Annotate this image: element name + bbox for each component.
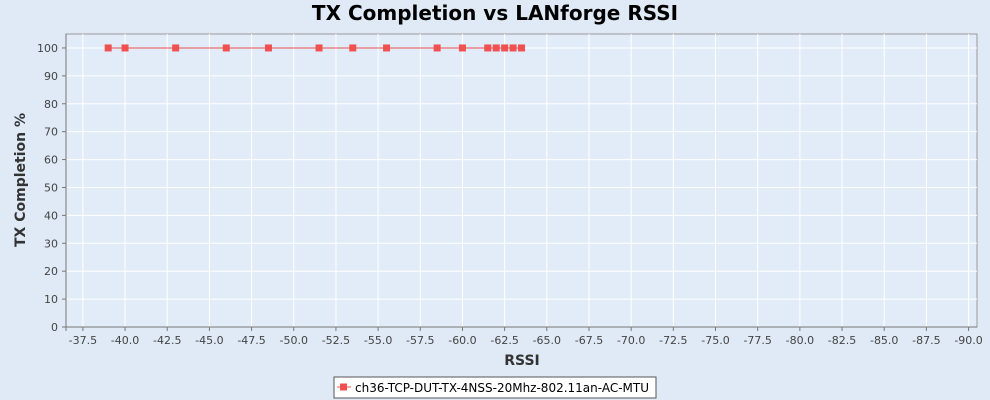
x-tick-label: -80.0 xyxy=(786,334,814,347)
data-point xyxy=(484,44,492,52)
x-tick-label: -82.5 xyxy=(828,334,856,347)
x-tick-label: -55.0 xyxy=(364,334,392,347)
data-point xyxy=(104,44,112,52)
x-tick-label: -40.0 xyxy=(111,334,139,347)
x-tick-label: -70.0 xyxy=(617,334,645,347)
plot-area xyxy=(65,33,978,328)
y-axis-label: TX Completion % xyxy=(13,113,29,247)
y-tick-label: 10 xyxy=(44,293,58,306)
x-tick-label: -65.0 xyxy=(533,334,561,347)
legend-marker xyxy=(340,383,347,391)
data-point xyxy=(315,44,323,52)
x-tick-label: -52.5 xyxy=(322,334,350,347)
data-point xyxy=(509,44,517,52)
data-point xyxy=(518,44,525,52)
x-tick-label: -85.0 xyxy=(870,334,898,347)
x-tick-label: -62.5 xyxy=(490,334,518,347)
x-tick-label: -37.5 xyxy=(69,334,97,347)
data-point xyxy=(349,44,357,52)
x-tick-label: -60.0 xyxy=(448,334,476,347)
y-tick-label: 0 xyxy=(51,321,58,334)
x-tick-label: -90.0 xyxy=(954,334,982,347)
data-point xyxy=(492,44,500,52)
y-tick-label: 90 xyxy=(44,70,58,83)
series-layer xyxy=(104,44,525,52)
x-tick-label: -67.5 xyxy=(575,334,603,347)
x-tick-label: -57.5 xyxy=(406,334,434,347)
x-tick-label: -75.0 xyxy=(701,334,729,347)
legend-label: ch36-TCP-DUT-TX-4NSS-20Mhz-802.11an-AC-M… xyxy=(355,381,649,395)
y-tick-label: 40 xyxy=(44,209,58,222)
y-tick-label: 80 xyxy=(44,98,58,111)
data-point xyxy=(458,44,466,52)
data-point xyxy=(264,44,272,52)
x-axis: -37.5 -40.0 -42.5 -45.0 -47.5 -50.0 -52.5 -55.0… xyxy=(62,326,983,347)
y-tick-label: 100 xyxy=(37,42,58,55)
data-point xyxy=(383,44,391,52)
data-point xyxy=(172,44,180,52)
x-tick-label: -50.0 xyxy=(280,334,308,347)
x-tick-label: -87.5 xyxy=(912,334,940,347)
y-axis: 0 10 20 30 40 50 60 70 80 90 100 xyxy=(37,34,67,334)
x-tick-label: -77.5 xyxy=(743,334,771,347)
x-tick-label: -42.5 xyxy=(153,334,181,347)
legend: ch36-TCP-DUT-TX-4NSS-20Mhz-802.11an-AC-M… xyxy=(333,376,657,399)
y-tick-label: 60 xyxy=(44,154,58,167)
y-tick-label: 30 xyxy=(44,237,58,250)
legend-box xyxy=(333,376,657,399)
y-tick-label: 20 xyxy=(44,265,58,278)
x-tick-label: -47.5 xyxy=(237,334,265,347)
data-point xyxy=(222,44,230,52)
data-point xyxy=(121,44,129,52)
data-point xyxy=(433,44,441,52)
y-tick-label: 70 xyxy=(44,126,58,139)
y-tick-label: 50 xyxy=(44,181,58,194)
x-tick-label: -45.0 xyxy=(195,334,223,347)
x-tick-label: -72.5 xyxy=(659,334,687,347)
chart-title: TX Completion vs LANforge RSSI xyxy=(312,1,678,25)
x-axis-label: RSSI xyxy=(504,353,540,369)
data-point xyxy=(501,44,509,52)
